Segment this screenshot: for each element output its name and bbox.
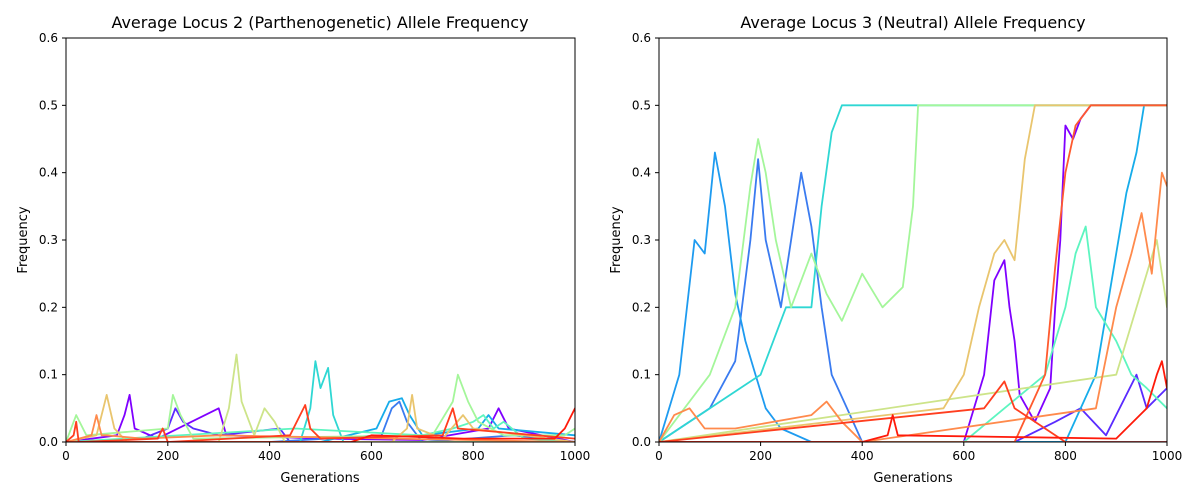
series-line-12: [659, 104, 1167, 442]
series-line-14: [659, 360, 1167, 442]
series-line-9: [659, 239, 1167, 442]
y-tick-label: 0.1: [632, 368, 651, 382]
x-tick-label: 800: [1054, 449, 1077, 463]
series-line-6: [659, 104, 1167, 442]
x-tick-label: 400: [258, 449, 281, 463]
y-axis: 0.0 0.1 0.2 0.3 0.4 0.5 0.6: [39, 31, 66, 449]
series-line-5: [66, 360, 575, 442]
x-axis-label: Generations: [280, 471, 360, 486]
y-axis-label: Frequency: [16, 206, 31, 273]
y-tick-label: 0.1: [39, 368, 58, 382]
y-tick-label: 0.5: [39, 98, 58, 112]
series-line-2: [659, 373, 1167, 442]
series-layer: [659, 104, 1167, 442]
series-line-11: [659, 171, 1167, 442]
y-tick-label: 0.4: [39, 166, 58, 180]
series-line-1: [66, 394, 575, 442]
series-line-13: [659, 380, 1167, 442]
series-line-8: [66, 353, 575, 442]
x-tick-label: 600: [952, 449, 975, 463]
y-tick-label: 0.6: [39, 31, 58, 45]
series-line-9: [66, 394, 575, 442]
chart-title: Average Locus 3 (Neutral) Allele Frequen…: [740, 13, 1085, 32]
y-tick-label: 0.4: [632, 166, 651, 180]
series-line-3: [66, 400, 575, 442]
x-axis: 0 200 400 600 800 1000: [62, 442, 590, 463]
x-tick-label: 0: [62, 449, 70, 463]
y-tick-label: 0.0: [632, 435, 651, 449]
series-line-10: [659, 104, 1167, 442]
plot-frame: [658, 37, 1168, 443]
x-tick-label: 600: [360, 449, 383, 463]
x-tick-label: 400: [851, 449, 874, 463]
plot-frame: [65, 37, 576, 443]
y-axis-label: Frequency: [609, 206, 624, 273]
y-tick-label: 0.3: [39, 233, 58, 247]
x-tick-label: 200: [156, 449, 179, 463]
series-line-6: [66, 414, 575, 442]
chart-locus-2: Average Locus 2 (Parthenogenetic) Allele…: [16, 13, 590, 486]
y-tick-label: 0.2: [39, 300, 58, 314]
y-tick-label: 0.5: [632, 98, 651, 112]
chart-title: Average Locus 2 (Parthenogenetic) Allele…: [111, 13, 528, 32]
y-tick-label: 0.0: [39, 435, 58, 449]
series-line-7: [659, 225, 1167, 442]
x-tick-label: 800: [462, 449, 485, 463]
x-axis-label: Generations: [873, 471, 953, 486]
series-line-8: [659, 104, 1167, 442]
x-tick-label: 1000: [560, 449, 591, 463]
series-line-11: [66, 404, 575, 442]
chart-locus-3: Average Locus 3 (Neutral) Allele Frequen…: [609, 13, 1182, 486]
series-line-4: [66, 397, 575, 442]
y-tick-label: 0.6: [632, 31, 651, 45]
series-line-10: [66, 414, 575, 442]
series-line-12: [66, 407, 575, 442]
series-layer: [66, 353, 575, 442]
series-line-5: [659, 104, 1167, 442]
x-axis: 0 200 400 600 800 1000: [655, 442, 1182, 463]
x-tick-label: 200: [749, 449, 772, 463]
y-tick-label: 0.2: [632, 300, 651, 314]
y-tick-label: 0.3: [632, 233, 651, 247]
x-tick-label: 1000: [1152, 449, 1183, 463]
x-tick-label: 0: [655, 449, 663, 463]
y-axis: 0.0 0.1 0.2 0.3 0.4 0.5 0.6: [632, 31, 659, 449]
